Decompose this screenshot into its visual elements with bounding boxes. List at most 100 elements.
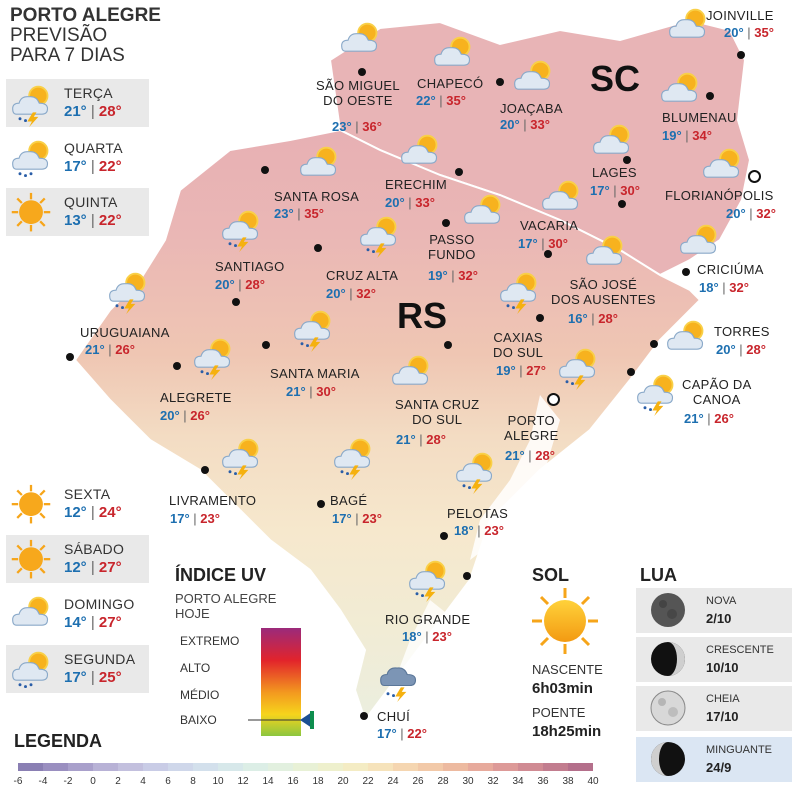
sun-cloud-rain-icon (10, 649, 52, 689)
forecast-min: 14° (64, 614, 87, 631)
legend-tick-label: 38 (562, 776, 574, 787)
forecast-day-0: TERÇA 21° | 28° (6, 79, 149, 127)
legend-tick-label: 16 (287, 776, 299, 787)
sun-cloud-icon (676, 222, 722, 264)
city-min: 17° (170, 511, 190, 526)
title-line3: PARA 7 DIAS (10, 45, 125, 66)
legend-swatch (418, 763, 443, 771)
city-min: 20° (160, 408, 180, 423)
moon-phase-name: MINGUANTE (706, 744, 772, 756)
storm-cloud-sun-icon (105, 270, 151, 314)
city-temps: 21° | 28° (505, 448, 555, 463)
legend-tick-label: -2 (63, 776, 73, 787)
uv-subtitle: PORTO ALEGRE HOJE (175, 591, 276, 621)
city-temps: 21° | 26° (85, 342, 135, 357)
legend-swatch (293, 763, 318, 771)
city-marker (748, 170, 761, 183)
legend-swatch (18, 763, 43, 771)
city-marker (262, 341, 270, 349)
city-name: CHUÍ (377, 709, 410, 724)
storm-cloud-sun-icon (356, 214, 402, 258)
city-min: 20° (716, 342, 736, 357)
city-name: ALEGRETE (160, 390, 232, 405)
city-marker (737, 51, 745, 59)
uv-subtitle-day: HOJE (175, 606, 210, 621)
city-name: VACARIA (520, 218, 579, 233)
legend-swatch (443, 763, 468, 771)
city-min: 17° (590, 183, 610, 198)
forecast-day-label: SEGUNDA (64, 651, 136, 667)
legend-tick-label: 2 (115, 776, 121, 787)
city-min: 20° (726, 206, 746, 221)
city-max: 28° (426, 432, 446, 447)
legend-tick-label: 18 (312, 776, 324, 787)
storm-cloud-sun-icon (405, 558, 451, 602)
city-min: 17° (518, 236, 538, 251)
storm-cloud-sun-icon (496, 270, 542, 314)
sunrise-label: NASCENTE (532, 662, 603, 677)
moon-phase-0: NOVA 2/10 (636, 588, 792, 633)
forecast-day-1: QUARTA 17° | 22° (6, 134, 149, 182)
sun-cloud-icon (430, 34, 476, 76)
storm-cloud-sun-icon (633, 372, 679, 416)
city-name: LIVRAMENTO (169, 493, 257, 508)
moon-phase-name: CHEIA (706, 693, 740, 705)
storm-cloud-sun-icon (290, 308, 336, 352)
city-marker (544, 250, 552, 258)
sun-cloud-icon (699, 146, 745, 188)
sun-cloud-icon (397, 132, 443, 174)
city-name: JOINVILLE (706, 8, 774, 23)
city-max: 33° (530, 117, 550, 132)
forecast-max: 28° (98, 103, 122, 120)
city-min: 20° (385, 195, 405, 210)
city-max: 28° (535, 448, 555, 463)
city-name: PASSO FUNDO (428, 232, 476, 262)
city-marker (232, 298, 240, 306)
city-name: CRUZ ALTA (326, 268, 399, 283)
city-temps: 17° | 30° (590, 183, 640, 198)
city-min: 17° (377, 726, 397, 741)
sunset-label: POENTE (532, 705, 586, 720)
city-temps: 23° | 35° (274, 206, 324, 221)
city-marker (317, 500, 325, 508)
city-max: 28° (245, 277, 265, 292)
sun-cloud-icon (663, 318, 709, 360)
city-max: 30° (620, 183, 640, 198)
city-temps: 17° | 22° (377, 726, 427, 741)
city-max: 34° (692, 128, 712, 143)
forecast-day-label: QUINTA (64, 194, 118, 210)
forecast-max: 24° (98, 504, 122, 521)
sun-icon (10, 484, 52, 524)
city-temps: 19° | 32° (428, 268, 478, 283)
moon-icon (651, 642, 685, 676)
city-temps: 20° | 28° (716, 342, 766, 357)
legend-tick-label: 34 (512, 776, 524, 787)
city-temps: 17° | 30° (518, 236, 568, 251)
legend-swatch (368, 763, 393, 771)
city-name: SÃO MIGUEL DO OESTE (316, 78, 400, 108)
uv-gradient-bar (261, 628, 301, 736)
legend-swatch (68, 763, 93, 771)
city-min: 21° (505, 448, 525, 463)
forecast-max: 22° (98, 212, 122, 229)
city-marker (547, 393, 560, 406)
forecast-day-label: SEXTA (64, 486, 111, 502)
legend-swatch (518, 763, 543, 771)
forecast-max: 27° (98, 614, 122, 631)
city-max: 35° (754, 25, 774, 40)
legend-tick-label: 28 (437, 776, 449, 787)
city-max: 32° (356, 286, 376, 301)
uv-pointer-icon (300, 712, 312, 728)
city-name: FLORIANÓPOLIS (665, 188, 774, 203)
sun-cloud-icon (10, 594, 52, 634)
state-label-rs: RS (397, 295, 448, 336)
sun-cloud-icon (337, 20, 383, 62)
city-temps: 20° | 28° (215, 277, 265, 292)
state-label-sc: SC (590, 58, 641, 99)
page-title: PORTO ALEGRE PREVISÃO PARA 7 DIAS (10, 6, 161, 66)
legend-swatch (318, 763, 343, 771)
city-marker (66, 353, 74, 361)
sun-cloud-icon (589, 122, 635, 164)
city-max: 32° (756, 206, 776, 221)
